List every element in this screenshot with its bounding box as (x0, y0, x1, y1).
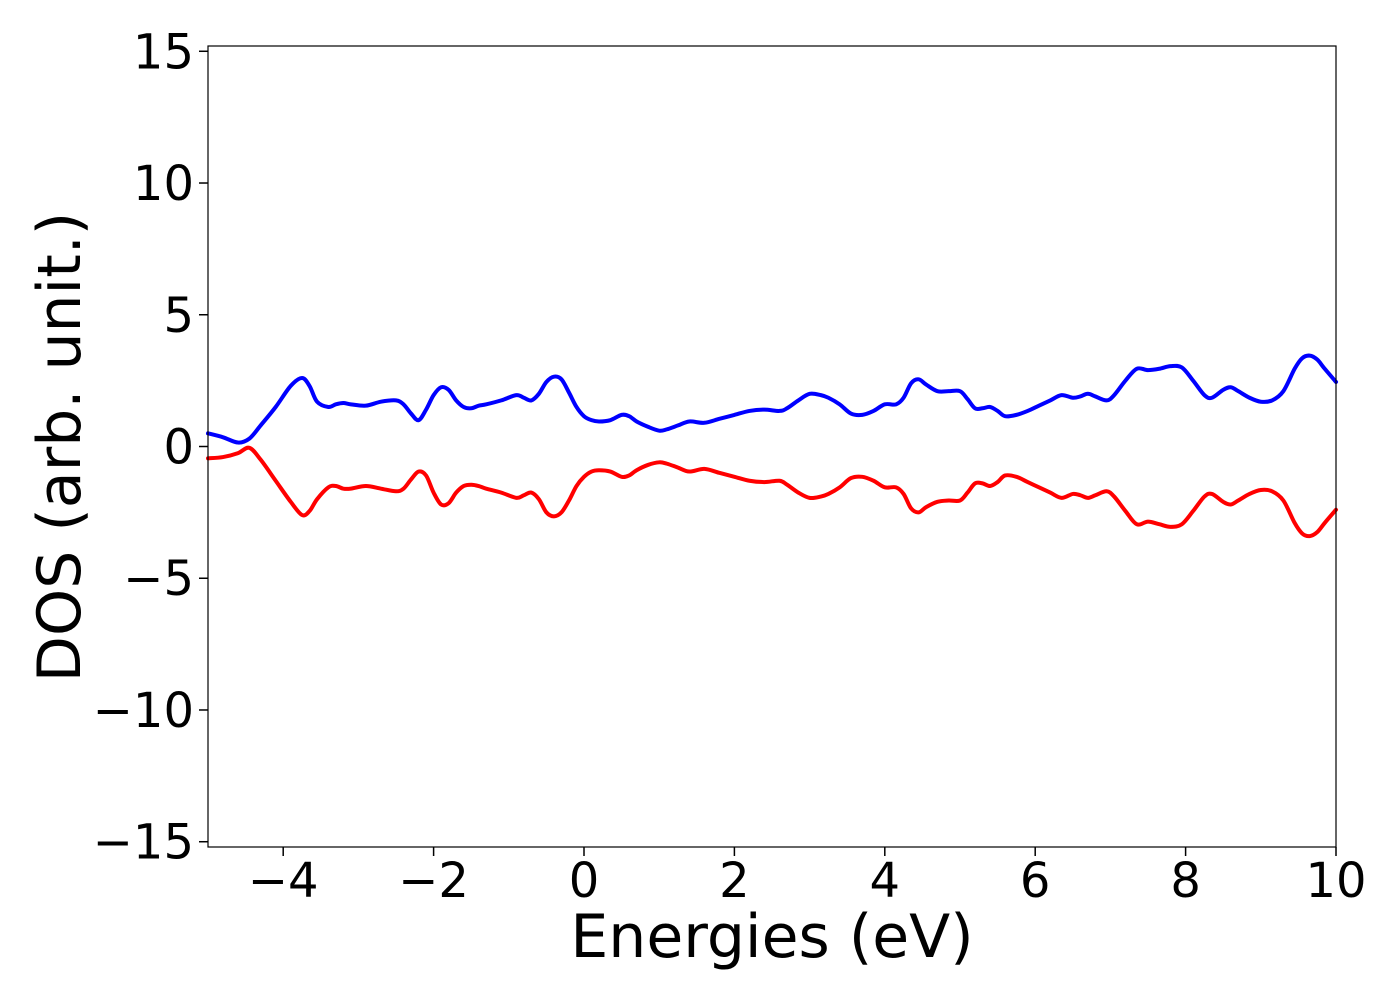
y-tick-label: 5 (163, 288, 194, 344)
y-axis: 15 10 5 0 −5 −10 −15 (93, 24, 208, 871)
x-tick-label: 8 (1170, 853, 1201, 909)
y-tick-label: −15 (93, 815, 194, 871)
series-line-blue (206, 353, 1338, 445)
series-line-red (206, 445, 1338, 539)
y-tick-label: 0 (163, 420, 194, 476)
y-axis-label: DOS (arb. unit.) (25, 212, 95, 682)
y-tick-label: −10 (93, 683, 194, 739)
x-tick-label: 2 (719, 853, 750, 909)
x-tick-label: 0 (569, 853, 600, 909)
x-axis-label: Energies (eV) (570, 902, 973, 972)
y-tick-label: 10 (133, 156, 194, 212)
series-layer (206, 353, 1338, 539)
x-tick-label: 6 (1020, 853, 1051, 909)
y-tick-label: 15 (133, 24, 194, 80)
x-axis: −4 −2 0 2 4 6 8 10 (248, 847, 1367, 909)
x-tick-label: 10 (1305, 853, 1366, 909)
x-tick-label: −4 (248, 853, 319, 909)
y-tick-label: −5 (123, 551, 194, 607)
x-tick-label: 4 (870, 853, 901, 909)
x-tick-label: −2 (398, 853, 469, 909)
